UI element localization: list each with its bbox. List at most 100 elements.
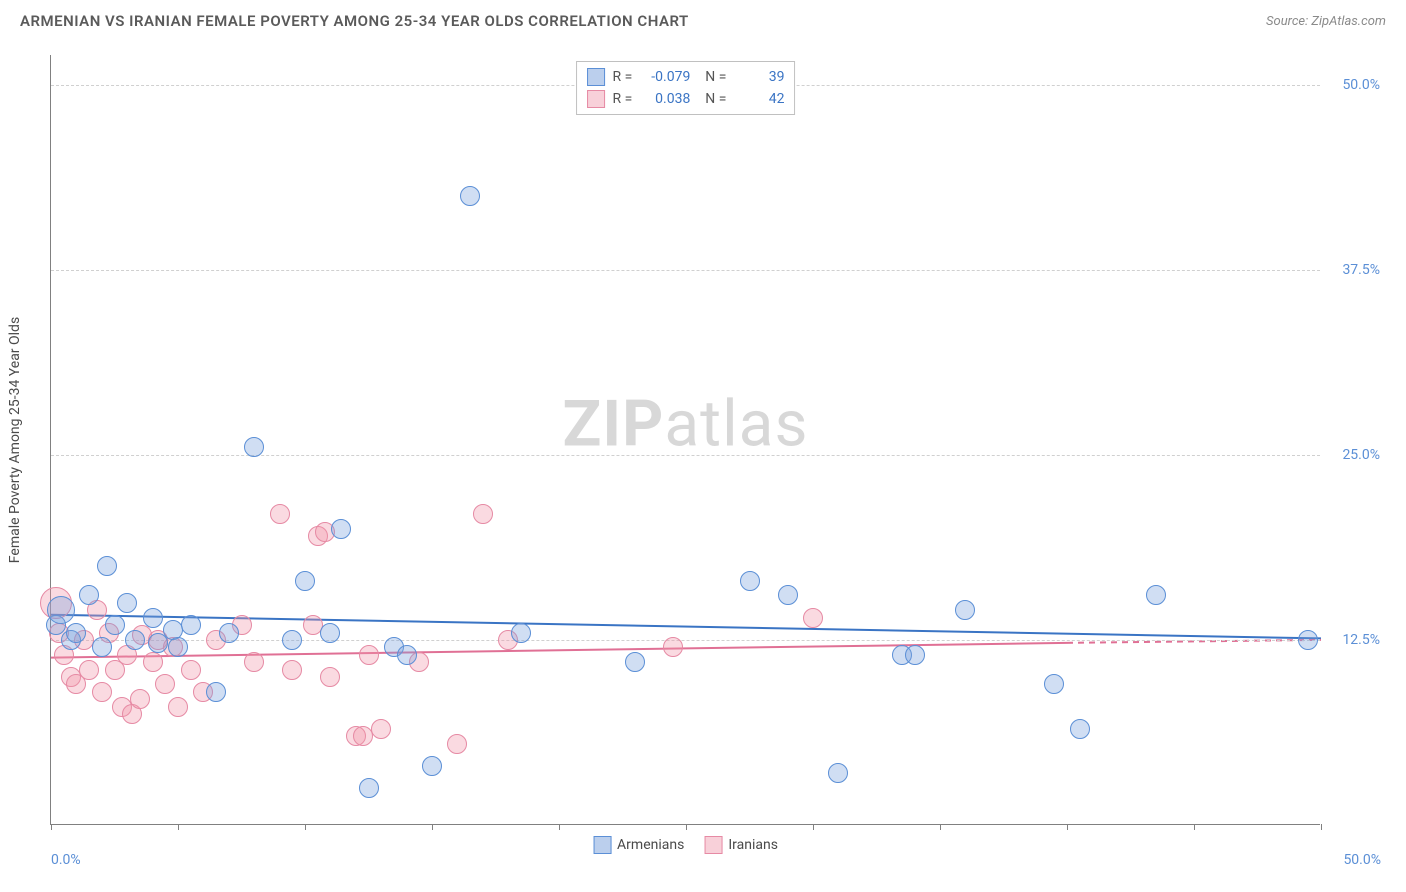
data-point: [625, 652, 645, 672]
trend-lines: [51, 55, 1321, 825]
watermark-rest: atlas: [664, 387, 808, 462]
x-tick: [813, 824, 814, 830]
data-point: [1070, 719, 1090, 739]
stat-r-armenians: -0.079: [640, 69, 690, 85]
data-point: [270, 504, 290, 524]
data-point: [66, 623, 86, 643]
stat-n-label: N =: [698, 69, 726, 85]
stat-r-label: R =: [613, 69, 633, 85]
swatch-pink-icon: [587, 90, 605, 108]
data-point: [181, 660, 201, 680]
legend-item-armenians: Armenians: [593, 836, 684, 854]
watermark: ZIPatlas: [563, 387, 809, 462]
data-point: [828, 763, 848, 783]
data-point: [397, 645, 417, 665]
data-point: [511, 623, 531, 643]
data-point: [181, 615, 201, 635]
data-point: [97, 556, 117, 576]
swatch-blue-icon: [587, 68, 605, 86]
x-tick: [559, 824, 560, 830]
data-point: [905, 645, 925, 665]
stat-n-iranians: 42: [734, 91, 784, 107]
x-label-max: 50.0%: [1343, 852, 1381, 868]
data-point: [125, 630, 145, 650]
data-point: [79, 660, 99, 680]
y-tick-label: 50.0%: [1342, 77, 1380, 93]
stats-row-iranians: R = 0.038 N = 42: [587, 88, 785, 110]
data-point: [79, 585, 99, 605]
stat-n-label: N =: [698, 91, 726, 107]
data-point: [359, 645, 379, 665]
y-tick-label: 25.0%: [1342, 447, 1380, 463]
stats-legend: R = -0.079 N = 39 R = 0.038 N = 42: [576, 61, 796, 115]
stat-r-label: R =: [613, 91, 633, 107]
x-tick: [686, 824, 687, 830]
gridline-h: [51, 270, 1320, 271]
data-point: [331, 519, 351, 539]
data-point: [155, 674, 175, 694]
x-tick: [51, 824, 52, 830]
data-point: [663, 637, 683, 657]
chart-header: ARMENIAN VS IRANIAN FEMALE POVERTY AMONG…: [0, 0, 1406, 38]
stat-r-iranians: 0.038: [640, 91, 690, 107]
data-point: [143, 608, 163, 628]
data-point: [371, 719, 391, 739]
data-point: [359, 778, 379, 798]
gridline-h: [51, 640, 1320, 641]
source-attribution: Source: ZipAtlas.com: [1266, 14, 1386, 29]
stat-n-armenians: 39: [734, 69, 784, 85]
data-point: [778, 585, 798, 605]
data-point: [143, 652, 163, 672]
swatch-pink-icon: [704, 836, 722, 854]
bottom-legend: Armenians Iranians: [593, 836, 778, 854]
legend-label-armenians: Armenians: [617, 837, 684, 853]
plot-area: ZIPatlas R = -0.079 N = 39 R = 0.038 N =…: [50, 55, 1320, 825]
data-point: [422, 756, 442, 776]
data-point: [206, 682, 226, 702]
data-point: [244, 437, 264, 457]
data-point: [130, 689, 150, 709]
data-point: [105, 615, 125, 635]
watermark-bold: ZIP: [563, 387, 665, 462]
data-point: [295, 571, 315, 591]
x-tick: [305, 824, 306, 830]
y-tick-label: 37.5%: [1342, 262, 1380, 278]
chart-wrapper: Female Poverty Among 25-34 Year Olds ZIP…: [50, 55, 1390, 825]
x-tick: [1067, 824, 1068, 830]
data-point: [447, 734, 467, 754]
data-point: [282, 660, 302, 680]
data-point: [1044, 674, 1064, 694]
legend-label-iranians: Iranians: [728, 837, 778, 853]
data-point: [92, 637, 112, 657]
data-point: [219, 623, 239, 643]
y-tick-label: 12.5%: [1342, 632, 1380, 648]
swatch-blue-icon: [593, 836, 611, 854]
data-point: [117, 593, 137, 613]
data-point: [955, 600, 975, 620]
data-point: [92, 682, 112, 702]
legend-item-iranians: Iranians: [704, 836, 778, 854]
gridline-h: [51, 455, 1320, 456]
x-tick: [432, 824, 433, 830]
x-tick: [178, 824, 179, 830]
x-label-min: 0.0%: [51, 852, 81, 868]
data-point: [320, 623, 340, 643]
data-point: [1146, 585, 1166, 605]
chart-title: ARMENIAN VS IRANIAN FEMALE POVERTY AMONG…: [20, 12, 689, 30]
data-point: [244, 652, 264, 672]
data-point: [460, 186, 480, 206]
data-point: [740, 571, 760, 591]
data-point: [320, 667, 340, 687]
data-point: [168, 697, 188, 717]
data-point: [1298, 630, 1318, 650]
data-point: [47, 596, 75, 624]
data-point: [473, 504, 493, 524]
x-tick: [1321, 824, 1322, 830]
y-axis-title: Female Poverty Among 25-34 Year Olds: [7, 317, 23, 563]
data-point: [282, 630, 302, 650]
x-tick: [940, 824, 941, 830]
stats-row-armenians: R = -0.079 N = 39: [587, 66, 785, 88]
data-point: [803, 608, 823, 628]
data-point: [168, 637, 188, 657]
x-tick: [1194, 824, 1195, 830]
